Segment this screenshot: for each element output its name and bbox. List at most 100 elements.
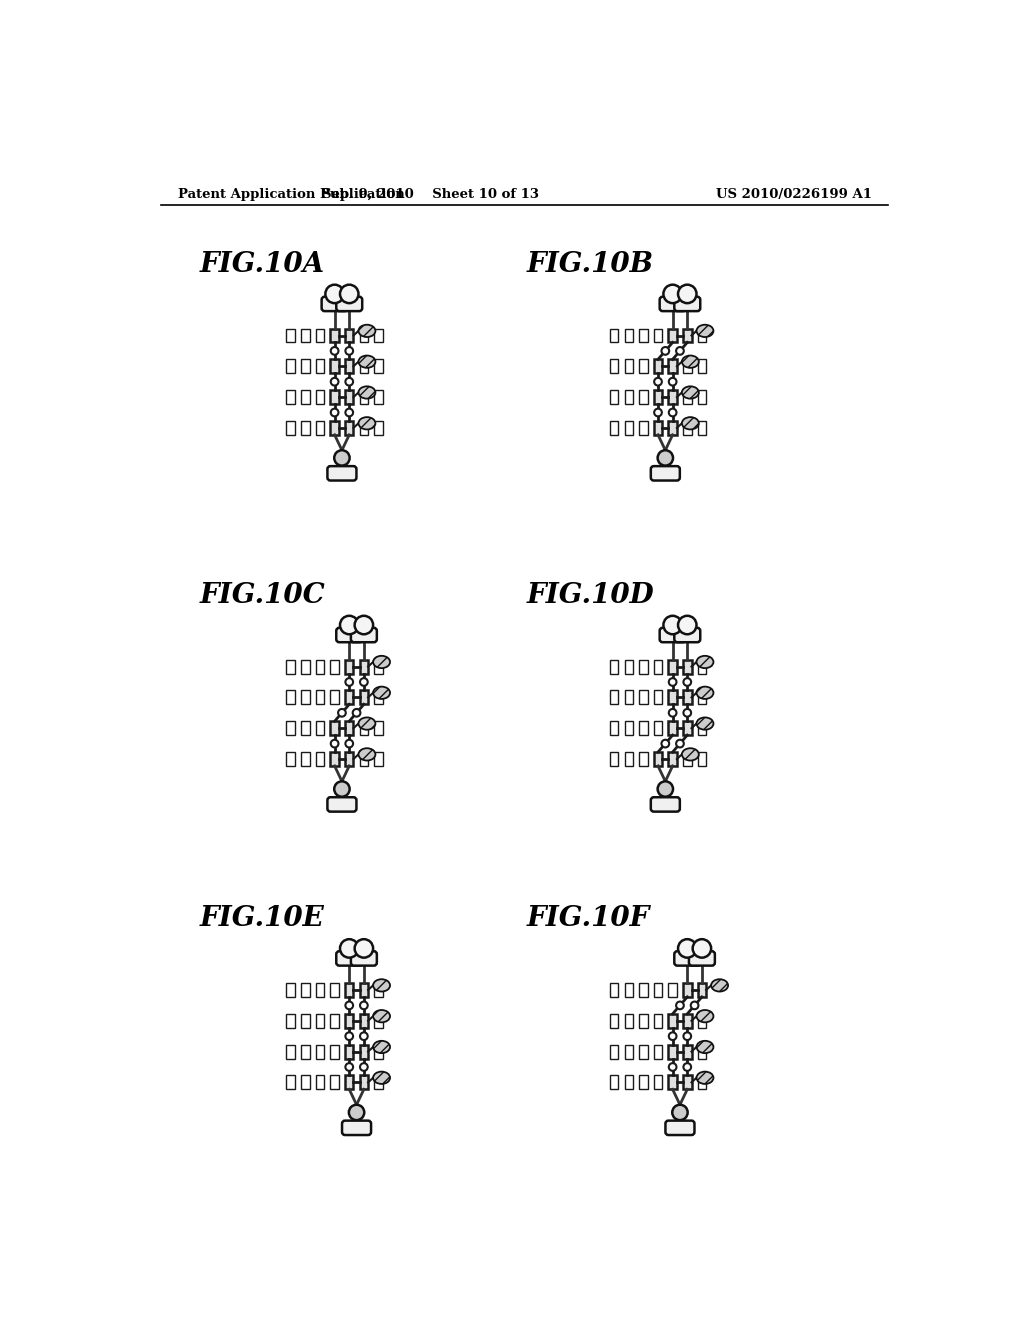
Circle shape	[345, 409, 353, 416]
Bar	[669, 721, 677, 735]
Bar	[639, 359, 647, 374]
Circle shape	[683, 1063, 691, 1071]
Text: FIG.10E: FIG.10E	[200, 906, 325, 932]
Bar	[669, 391, 677, 404]
Bar	[625, 983, 633, 997]
Circle shape	[360, 1063, 368, 1071]
Circle shape	[331, 347, 339, 355]
Bar	[315, 1014, 325, 1028]
Bar	[301, 329, 309, 342]
Bar	[625, 721, 633, 735]
Bar	[625, 1044, 633, 1059]
Bar	[331, 752, 339, 766]
Circle shape	[340, 940, 358, 958]
FancyBboxPatch shape	[328, 466, 356, 480]
Circle shape	[352, 709, 360, 717]
Bar	[697, 752, 707, 766]
Bar	[359, 690, 368, 705]
Bar	[287, 391, 295, 404]
Bar	[331, 690, 339, 705]
Bar	[653, 752, 663, 766]
Bar	[331, 983, 339, 997]
Bar	[625, 359, 633, 374]
Bar	[625, 690, 633, 705]
Circle shape	[657, 450, 673, 466]
Bar	[374, 329, 383, 342]
Bar	[669, 690, 677, 705]
Circle shape	[360, 678, 368, 686]
Bar	[653, 391, 663, 404]
Bar	[610, 329, 618, 342]
Circle shape	[669, 709, 677, 717]
Bar	[697, 1076, 707, 1089]
Bar	[653, 329, 663, 342]
Bar	[610, 1044, 618, 1059]
Circle shape	[654, 409, 662, 416]
Bar	[331, 1014, 339, 1028]
Bar	[301, 1014, 309, 1028]
Ellipse shape	[373, 656, 390, 668]
Circle shape	[349, 1105, 365, 1121]
Bar	[639, 1044, 647, 1059]
Ellipse shape	[373, 1072, 390, 1084]
Bar	[697, 690, 707, 705]
FancyBboxPatch shape	[659, 628, 686, 643]
Circle shape	[345, 1002, 353, 1010]
Bar	[287, 690, 295, 705]
Circle shape	[331, 739, 339, 747]
Ellipse shape	[358, 355, 376, 368]
Bar	[301, 660, 309, 673]
Text: FIG.10F: FIG.10F	[527, 906, 650, 932]
Circle shape	[669, 378, 677, 385]
Bar	[301, 690, 309, 705]
Ellipse shape	[358, 417, 376, 429]
FancyBboxPatch shape	[336, 952, 362, 966]
Bar	[697, 359, 707, 374]
FancyBboxPatch shape	[351, 952, 377, 966]
Bar	[359, 391, 368, 404]
Bar	[374, 421, 383, 434]
FancyBboxPatch shape	[659, 297, 686, 312]
Bar	[625, 660, 633, 673]
Bar	[639, 660, 647, 673]
Ellipse shape	[358, 718, 376, 730]
Bar	[345, 421, 353, 434]
Text: Sep. 9, 2010    Sheet 10 of 13: Sep. 9, 2010 Sheet 10 of 13	[323, 187, 540, 201]
Bar	[331, 359, 339, 374]
Bar	[315, 359, 325, 374]
Circle shape	[669, 678, 677, 686]
Bar	[359, 1014, 368, 1028]
Bar	[697, 421, 707, 434]
Bar	[697, 1014, 707, 1028]
Circle shape	[678, 940, 696, 958]
Bar	[287, 421, 295, 434]
Circle shape	[669, 409, 677, 416]
Bar	[683, 1014, 691, 1028]
Ellipse shape	[696, 686, 714, 700]
Bar	[374, 1014, 383, 1028]
Circle shape	[334, 781, 349, 797]
Ellipse shape	[696, 1040, 714, 1053]
Circle shape	[354, 615, 373, 635]
FancyBboxPatch shape	[666, 1121, 694, 1135]
Circle shape	[354, 940, 373, 958]
Bar	[287, 721, 295, 735]
Bar	[301, 1076, 309, 1089]
FancyBboxPatch shape	[328, 797, 356, 812]
Bar	[374, 391, 383, 404]
Bar	[345, 329, 353, 342]
Bar	[625, 1076, 633, 1089]
Circle shape	[345, 739, 353, 747]
Ellipse shape	[682, 387, 698, 399]
Text: FIG.10C: FIG.10C	[200, 582, 326, 609]
Bar	[301, 752, 309, 766]
Bar	[683, 721, 691, 735]
Bar	[697, 983, 707, 997]
Circle shape	[678, 285, 696, 304]
Bar	[697, 391, 707, 404]
Circle shape	[331, 409, 339, 416]
FancyBboxPatch shape	[651, 797, 680, 812]
Bar	[610, 1076, 618, 1089]
Bar	[653, 690, 663, 705]
FancyBboxPatch shape	[322, 297, 347, 312]
